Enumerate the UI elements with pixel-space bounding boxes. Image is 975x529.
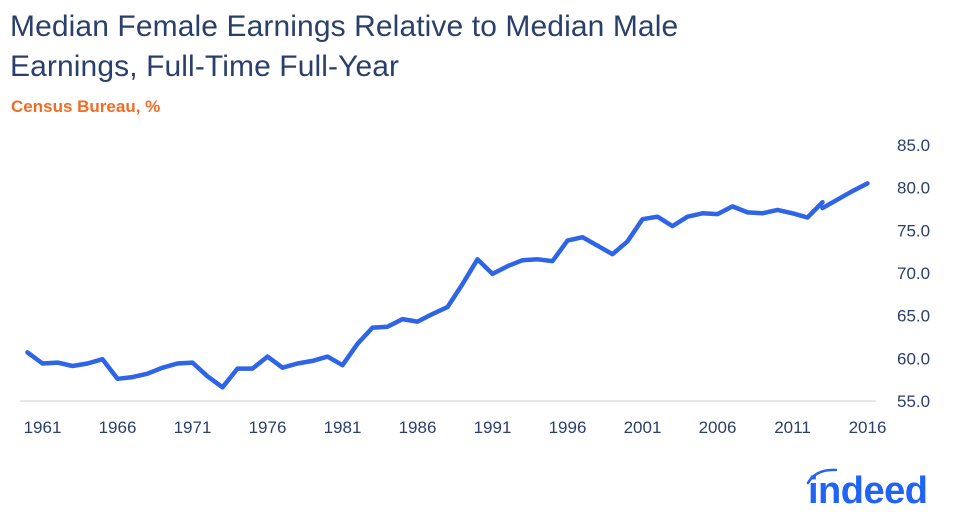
x-tick-label: 2006 <box>699 418 737 437</box>
x-tick-label: 2016 <box>849 418 887 437</box>
x-tick-label: 1991 <box>474 418 512 437</box>
x-tick-label: 1976 <box>249 418 287 437</box>
y-tick-label: 60.0 <box>897 349 930 368</box>
chart-title: Median Female Earnings Relative to Media… <box>10 7 770 87</box>
y-tick-label: 65.0 <box>897 307 930 326</box>
x-tick-label: 1981 <box>324 418 362 437</box>
series-line-1 <box>820 181 870 211</box>
x-tick-label: 1961 <box>24 418 62 437</box>
indeed-logo: indeed <box>804 466 944 516</box>
y-tick-label: 75.0 <box>897 221 930 240</box>
x-tick-label: 1986 <box>399 418 437 437</box>
logo-arc-icon <box>806 468 838 485</box>
chart-title-line1: Median Female Earnings Relative to Media… <box>10 10 679 43</box>
y-tick-label: 80.0 <box>897 179 930 198</box>
x-tick-label: 1971 <box>174 418 212 437</box>
logo-text: indeed <box>808 470 928 512</box>
y-tick-label: 55.0 <box>897 392 930 411</box>
chart-title-line2: Earnings, Full-Time Full-Year <box>10 50 400 83</box>
data-series <box>25 181 870 390</box>
series-line-0 <box>25 199 825 390</box>
y-tick-label: 70.0 <box>897 264 930 283</box>
y-axis-ticks: 85.0 80.0 75.0 70.0 65.0 60.0 55.0 <box>897 136 930 411</box>
x-tick-label: 1966 <box>99 418 137 437</box>
chart-subtitle: Census Bureau, % <box>11 97 161 116</box>
x-tick-label: 1996 <box>549 418 587 437</box>
x-axis-ticks: 1961 1966 1971 1976 1981 1986 1991 1996 2001 2006… <box>24 418 887 437</box>
y-tick-label: 85.0 <box>897 136 930 155</box>
x-tick-label: 2001 <box>624 418 662 437</box>
x-tick-label: 2011 <box>774 418 811 437</box>
